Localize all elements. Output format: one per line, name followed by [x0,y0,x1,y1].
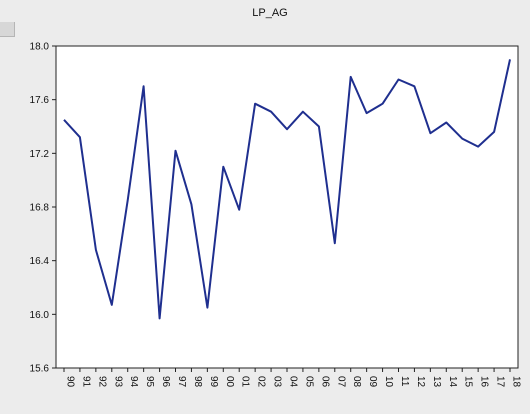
y-tick-label: 17.2 [30,149,50,160]
x-tick-label: 96 [160,376,171,388]
series-line [63,59,511,320]
x-tick-label: 17 [495,376,506,388]
x-tick-label: 10 [383,376,394,388]
x-tick-label: 93 [112,376,123,388]
x-tick-label: 04 [288,376,299,388]
x-tick-label: 07 [335,376,346,388]
x-tick-label: 00 [224,376,235,388]
window-corner-tab [0,22,15,37]
x-tick-label: 15 [463,376,474,388]
x-tick-label: 92 [96,376,107,388]
x-tick-label: 05 [303,376,314,388]
x-axis: 90 91 92 93 94 95 96 97 98 99 00 01 02 03 04 05 06 07 08 09… [63,368,522,388]
x-tick-label: 94 [128,376,139,388]
x-tick-label: 95 [144,376,155,388]
y-tick-label: 18.0 [30,42,50,53]
x-tick-label: 09 [367,376,378,388]
y-axis: 15.6 16.0 16.4 16.8 17.2 17.6 18.0 [30,42,56,375]
x-tick-label: 16 [479,376,490,388]
x-tick-label: 01 [240,376,251,388]
x-tick-label: 91 [80,376,91,388]
x-tick-label: 18 [511,376,522,388]
x-tick-label: 97 [176,376,187,388]
y-tick-label: 17.6 [30,95,50,106]
x-tick-label: 13 [431,376,442,388]
x-tick-label: 99 [208,376,219,388]
x-tick-label: 14 [447,376,458,388]
y-tick-label: 16.0 [30,310,50,321]
x-tick-label: 98 [192,376,203,388]
plot-area [55,45,519,369]
x-tick-label: 02 [256,376,267,388]
x-tick-label: 03 [272,376,283,388]
x-tick-label: 06 [319,376,330,388]
x-tick-label: 90 [65,376,76,388]
x-tick-label: 11 [399,376,410,387]
series-group [63,59,511,320]
x-tick-label: 08 [351,376,362,388]
y-tick-label: 15.6 [30,364,50,375]
y-tick-label: 16.4 [30,256,50,267]
x-tick-label: 12 [415,376,426,388]
y-tick-label: 16.8 [30,203,50,214]
chart-title: LP_AG [252,7,287,19]
